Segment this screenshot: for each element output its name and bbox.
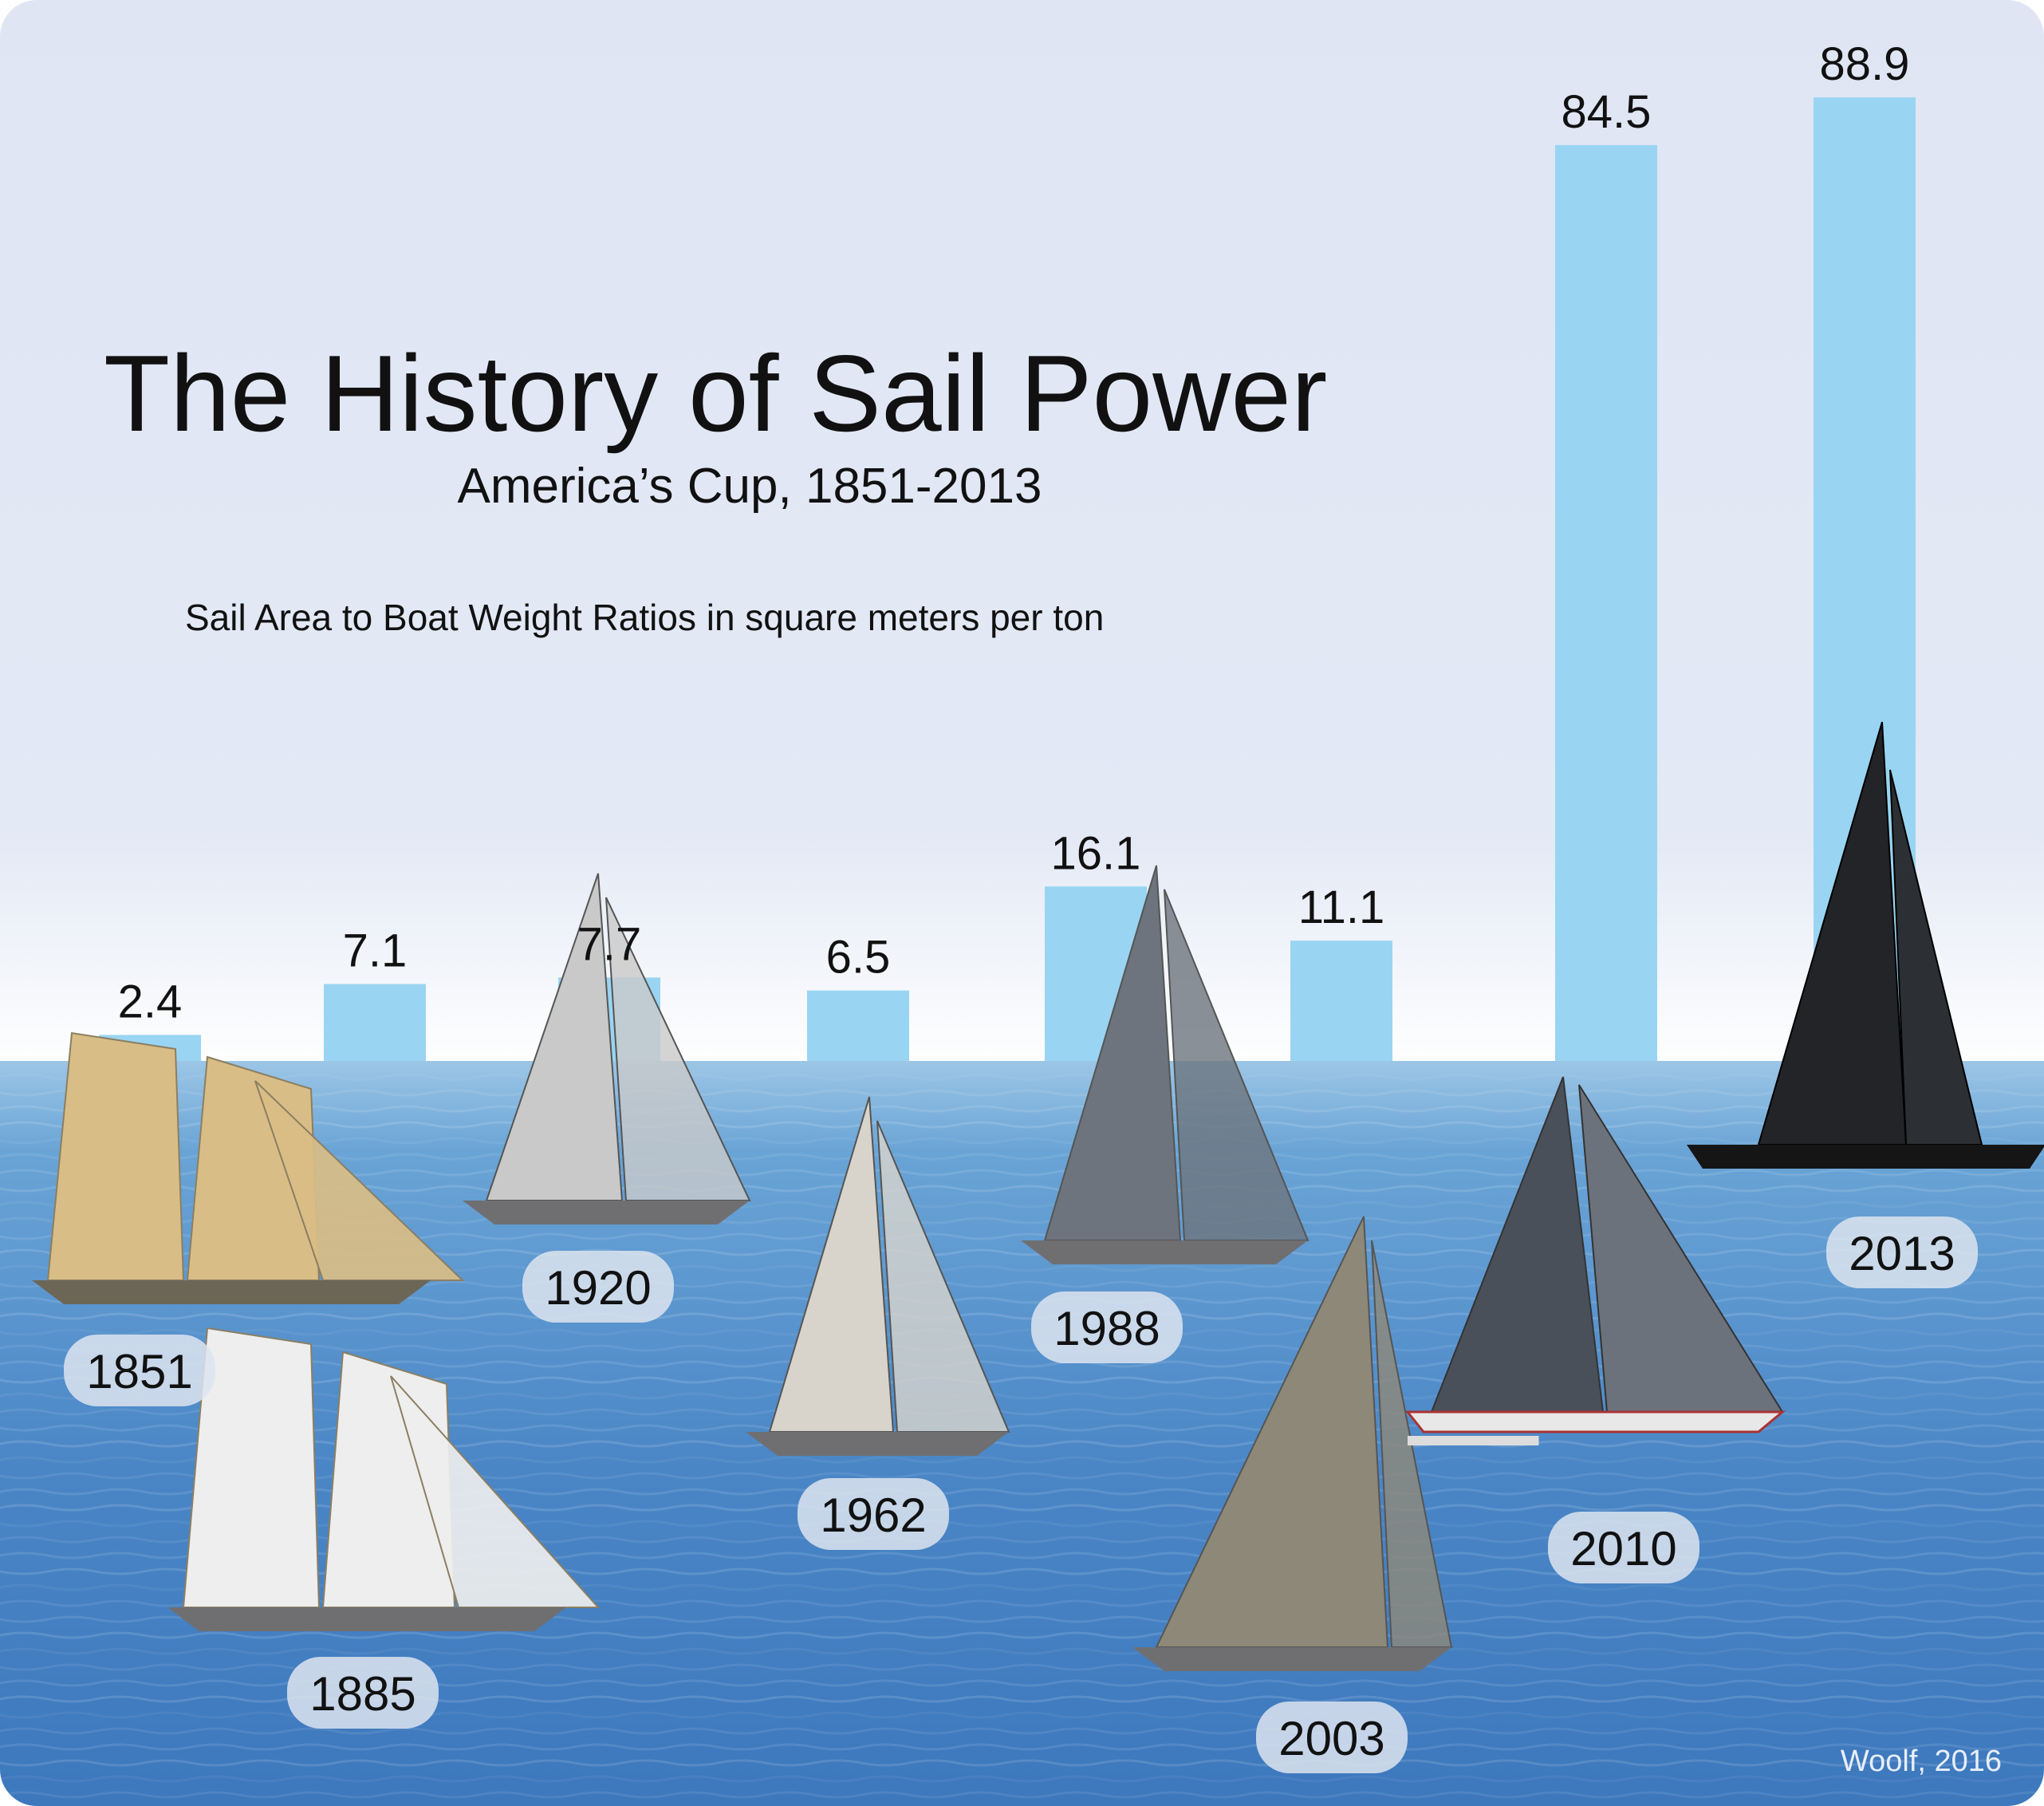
value-label-1885: 7.1 <box>343 925 408 977</box>
year-label-pill <box>1826 1216 1978 1288</box>
wave-line <box>0 1631 2044 1639</box>
wave-line <box>0 1743 2044 1751</box>
sloop-icon-1920 <box>463 873 751 1224</box>
wave-line <box>0 1472 2044 1480</box>
bar-1962 <box>807 990 909 1061</box>
year-label-text: 1885 <box>309 1667 415 1721</box>
trimaran-icon-2010 <box>1404 1076 1786 1445</box>
year-label-pill <box>64 1335 215 1406</box>
bar-1885 <box>324 984 426 1061</box>
year-label-text: 2013 <box>1849 1227 1955 1280</box>
value-label-2003: 11.1 <box>1298 881 1385 933</box>
wave-line <box>0 1520 2044 1528</box>
year-label-pill <box>1548 1512 1699 1583</box>
value-label-1851: 2.4 <box>118 976 183 1027</box>
wave-line <box>0 1679 2044 1687</box>
year-label-pill <box>1031 1291 1183 1363</box>
year-label-pill <box>287 1657 439 1729</box>
sloop-icon-1988 <box>1021 865 1309 1264</box>
wave-line <box>0 1727 2044 1735</box>
year-label-2010: 2010 <box>1548 1512 1699 1583</box>
year-label-text: 1920 <box>545 1261 651 1315</box>
year-label-1885: 1885 <box>287 1657 439 1729</box>
year-label-pill <box>798 1478 949 1550</box>
wave-line <box>0 1376 2044 1384</box>
wave-line <box>0 1424 2044 1432</box>
bar-2010 <box>1555 144 1657 1061</box>
schooner-icon-1885 <box>167 1327 601 1631</box>
bar-2003 <box>1290 940 1392 1061</box>
year-label-pill <box>522 1251 674 1323</box>
year-label-text: 2003 <box>1278 1712 1384 1765</box>
boats-layer <box>32 721 2044 1671</box>
value-label-1988: 16.1 <box>1051 827 1141 879</box>
wave-line <box>0 1121 2044 1129</box>
value-label-1920: 7.7 <box>577 918 642 970</box>
year-label-2013: 2013 <box>1826 1216 1978 1288</box>
catamaran-icon-2013 <box>1687 721 2044 1169</box>
schooner-icon-1851 <box>32 1031 465 1304</box>
year-label-1920: 1920 <box>522 1251 674 1323</box>
value-label-2013: 88.9 <box>1820 38 1910 90</box>
wave-line <box>0 1073 2044 1081</box>
year-label-2003: 2003 <box>1256 1702 1408 1773</box>
wave-line <box>0 1759 2044 1767</box>
value-labels-layer: 2.4 7.1 7.7 6.5 16.1 11.1 84.5 88.9 <box>118 38 1910 1027</box>
wave-line <box>0 1775 2044 1783</box>
chart-title: The History of Sail Power <box>104 333 1327 454</box>
year-label-text: 1988 <box>1054 1302 1160 1355</box>
year-label-pill <box>1256 1702 1408 1773</box>
value-label-1962: 6.5 <box>826 932 891 984</box>
sloop-icon-1962 <box>746 1096 1010 1456</box>
wave-line <box>0 1791 2044 1799</box>
year-label-1988: 1988 <box>1031 1291 1183 1363</box>
sky-background <box>0 0 2044 1069</box>
bars-layer <box>99 97 1916 1061</box>
credit-label: Woolf, 2016 <box>1841 1745 2002 1778</box>
year-label-1851: 1851 <box>64 1335 215 1406</box>
measure-label: Sail Area to Boat Weight Ratios in squar… <box>185 597 1104 638</box>
wave-line <box>0 1567 2044 1575</box>
year-label-text: 2010 <box>1570 1522 1676 1575</box>
year-label-text: 1962 <box>820 1489 926 1542</box>
year-label-1962: 1962 <box>798 1478 949 1550</box>
year-label-text: 1851 <box>86 1345 192 1398</box>
value-label-2010: 84.5 <box>1562 86 1652 138</box>
year-labels-layer: 1851 1885 1920 1962 1988 2003 2010 2013 <box>64 1216 1978 1773</box>
chart-subtitle: America’s Cup, 1851-2013 <box>458 459 1042 514</box>
wave-line <box>0 1647 2044 1655</box>
